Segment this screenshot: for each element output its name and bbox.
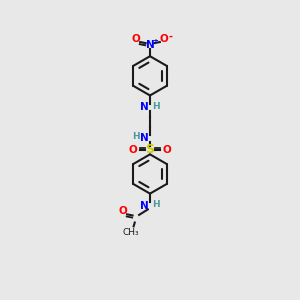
Text: H: H: [152, 200, 159, 209]
Text: O: O: [131, 34, 140, 44]
Text: -: -: [169, 32, 173, 42]
Text: N: N: [146, 40, 154, 50]
Text: O: O: [118, 206, 127, 216]
Text: N: N: [140, 133, 149, 143]
Text: O: O: [160, 34, 169, 44]
Text: O: O: [163, 145, 171, 155]
Text: H: H: [132, 132, 140, 141]
Text: N: N: [140, 201, 149, 211]
Text: CH₃: CH₃: [122, 228, 139, 237]
Text: +: +: [152, 38, 158, 44]
Text: S: S: [146, 143, 154, 157]
Text: O: O: [129, 145, 137, 155]
Text: N: N: [140, 103, 149, 112]
Text: H: H: [152, 102, 159, 111]
